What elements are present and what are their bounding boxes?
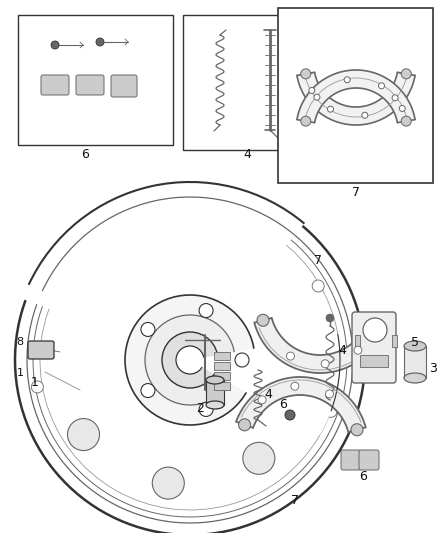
Bar	[360, 355, 388, 367]
Circle shape	[51, 41, 59, 49]
Wedge shape	[21, 180, 306, 360]
Polygon shape	[236, 377, 366, 432]
Circle shape	[401, 116, 411, 126]
Text: 7: 7	[314, 254, 322, 266]
Circle shape	[326, 314, 334, 322]
Circle shape	[152, 467, 184, 499]
Ellipse shape	[206, 401, 224, 409]
Circle shape	[199, 304, 213, 318]
Text: 1: 1	[17, 368, 24, 378]
Circle shape	[399, 106, 405, 111]
Circle shape	[369, 319, 381, 331]
Text: 4: 4	[264, 389, 272, 401]
Circle shape	[286, 352, 294, 360]
Bar	[18, 15, 173, 145]
Circle shape	[32, 381, 43, 393]
Circle shape	[285, 410, 295, 420]
Text: 4: 4	[243, 149, 251, 161]
FancyBboxPatch shape	[41, 75, 69, 95]
Circle shape	[312, 280, 324, 292]
Bar	[214, 382, 230, 390]
Ellipse shape	[206, 376, 224, 384]
Circle shape	[378, 83, 385, 89]
Bar	[392, 335, 397, 347]
Ellipse shape	[404, 373, 426, 383]
Polygon shape	[297, 72, 415, 125]
FancyBboxPatch shape	[76, 75, 104, 95]
Text: 6: 6	[279, 399, 287, 411]
Bar	[214, 352, 230, 360]
Circle shape	[199, 402, 213, 416]
Circle shape	[363, 318, 387, 342]
Circle shape	[325, 405, 337, 417]
Circle shape	[67, 418, 99, 450]
Text: 4: 4	[338, 343, 346, 357]
Bar	[404, 346, 426, 378]
Text: 8: 8	[17, 337, 24, 347]
Circle shape	[176, 346, 204, 374]
Circle shape	[141, 322, 155, 336]
Circle shape	[125, 295, 255, 425]
Circle shape	[351, 424, 363, 436]
Text: 2: 2	[196, 401, 204, 415]
Circle shape	[328, 106, 333, 112]
Text: 7: 7	[352, 185, 360, 198]
Circle shape	[291, 382, 299, 390]
Wedge shape	[190, 334, 340, 435]
Bar	[355, 335, 360, 347]
FancyBboxPatch shape	[359, 450, 379, 470]
Text: 3: 3	[429, 361, 437, 375]
Circle shape	[239, 419, 251, 431]
Ellipse shape	[404, 341, 426, 351]
FancyBboxPatch shape	[341, 450, 361, 470]
Bar	[278, 8, 433, 183]
Text: 6: 6	[81, 149, 89, 161]
Circle shape	[321, 360, 329, 368]
Circle shape	[141, 384, 155, 398]
Circle shape	[257, 314, 269, 326]
Polygon shape	[254, 318, 384, 373]
Circle shape	[392, 95, 398, 101]
Bar	[183, 15, 311, 150]
Circle shape	[344, 77, 350, 83]
FancyBboxPatch shape	[111, 75, 137, 97]
Circle shape	[325, 390, 333, 398]
Circle shape	[362, 112, 368, 118]
Circle shape	[301, 116, 311, 126]
Circle shape	[401, 69, 411, 79]
Circle shape	[301, 69, 311, 79]
Text: 1: 1	[31, 376, 39, 389]
Circle shape	[96, 38, 104, 46]
FancyBboxPatch shape	[352, 312, 396, 383]
Circle shape	[258, 396, 266, 404]
Text: 5: 5	[411, 335, 419, 349]
Circle shape	[309, 87, 315, 93]
Circle shape	[162, 332, 218, 388]
Circle shape	[314, 94, 320, 100]
Bar	[214, 362, 230, 370]
Polygon shape	[297, 70, 415, 123]
Circle shape	[243, 442, 275, 474]
Bar	[214, 372, 230, 380]
Circle shape	[145, 315, 235, 405]
Text: 7: 7	[291, 494, 299, 506]
FancyBboxPatch shape	[28, 341, 54, 359]
Circle shape	[235, 353, 249, 367]
Bar	[206, 380, 224, 405]
Circle shape	[354, 346, 362, 354]
Text: 6: 6	[359, 471, 367, 483]
